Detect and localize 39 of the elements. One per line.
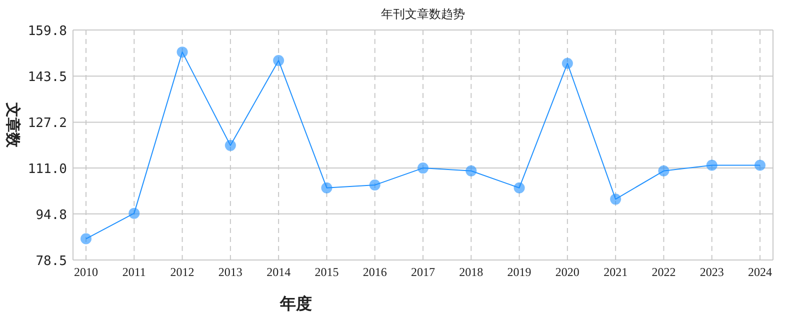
point — [562, 58, 573, 69]
x-tick-label: 2018 — [459, 265, 484, 279]
point — [706, 160, 718, 171]
chart-title: 年刊文章数趋势 — [381, 7, 465, 21]
point — [610, 194, 622, 205]
point — [80, 233, 92, 244]
x-tick-label: 2023 — [700, 265, 724, 279]
point — [321, 182, 332, 194]
point — [273, 55, 284, 66]
x-tick-label: 2020 — [555, 265, 580, 279]
point — [128, 208, 140, 219]
y-tick-label: 159.8 — [28, 24, 67, 39]
x-tick-label: 2021 — [604, 265, 628, 279]
x-tick-label: 2024 — [748, 265, 772, 279]
x-tick-label: 2016 — [362, 265, 387, 279]
point — [658, 165, 670, 176]
point — [466, 165, 477, 176]
x-tick-label: 2015 — [314, 265, 339, 279]
y-axis-title: 文章数 — [4, 102, 22, 148]
x-tick-label: 2010 — [74, 265, 98, 279]
x-tick-label: 2012 — [170, 265, 194, 279]
x-tick-label: 2019 — [507, 265, 532, 279]
point — [514, 182, 525, 194]
point — [418, 162, 428, 174]
x-tick-label: 2013 — [218, 265, 242, 279]
x-tick-label: 2017 — [411, 265, 435, 279]
x-tick-label: 2014 — [266, 265, 291, 279]
x-tick-label: 2011 — [122, 265, 146, 279]
point — [369, 180, 380, 191]
y-tick-label: 127.2 — [28, 116, 67, 132]
y-tick-label: 94.8 — [36, 208, 67, 223]
y-tick-label: 111.0 — [28, 162, 67, 178]
point — [176, 46, 188, 58]
point — [224, 140, 236, 151]
y-tick-label: 78.5 — [36, 254, 67, 269]
x-axis-title: 年度 — [279, 294, 312, 313]
y-tick-label: 143.5 — [28, 70, 67, 86]
x-tick-label: 2022 — [652, 265, 676, 279]
point — [754, 160, 766, 171]
